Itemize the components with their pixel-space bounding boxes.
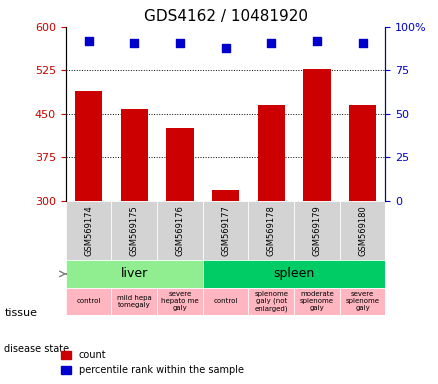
- Point: [222, 45, 229, 51]
- Title: GDS4162 / 10481920: GDS4162 / 10481920: [144, 9, 307, 24]
- FancyBboxPatch shape: [203, 260, 385, 288]
- Point: [359, 40, 366, 46]
- FancyBboxPatch shape: [157, 288, 203, 315]
- Text: splenome
galy (not
enlarged): splenome galy (not enlarged): [254, 291, 288, 312]
- FancyBboxPatch shape: [340, 201, 385, 260]
- Text: GSM569176: GSM569176: [175, 205, 184, 256]
- Text: disease state: disease state: [4, 344, 70, 354]
- FancyBboxPatch shape: [203, 288, 248, 315]
- Bar: [212, 190, 239, 201]
- Legend: count, percentile rank within the sample: count, percentile rank within the sample: [57, 346, 248, 379]
- Bar: [120, 109, 148, 201]
- Bar: [258, 105, 285, 201]
- Point: [85, 38, 92, 44]
- Text: GSM569174: GSM569174: [84, 205, 93, 256]
- Text: tissue: tissue: [4, 308, 37, 318]
- Point: [177, 40, 184, 46]
- Text: GSM569175: GSM569175: [130, 205, 139, 256]
- Text: liver: liver: [120, 267, 148, 280]
- FancyBboxPatch shape: [203, 201, 248, 260]
- Text: moderate
splenome
galy: moderate splenome galy: [300, 291, 334, 311]
- FancyBboxPatch shape: [111, 288, 157, 315]
- Text: severe
hepato me
galy: severe hepato me galy: [161, 291, 199, 311]
- Text: control: control: [76, 298, 101, 304]
- Point: [268, 40, 275, 46]
- Point: [131, 40, 138, 46]
- Text: GSM569178: GSM569178: [267, 205, 276, 256]
- Bar: [303, 69, 331, 201]
- Bar: [166, 128, 194, 201]
- FancyBboxPatch shape: [66, 260, 203, 288]
- FancyBboxPatch shape: [157, 201, 203, 260]
- Text: GSM569177: GSM569177: [221, 205, 230, 256]
- Text: GSM569180: GSM569180: [358, 205, 367, 256]
- Bar: [75, 91, 102, 201]
- Bar: [349, 105, 376, 201]
- FancyBboxPatch shape: [294, 201, 340, 260]
- FancyBboxPatch shape: [66, 201, 111, 260]
- FancyBboxPatch shape: [248, 201, 294, 260]
- Text: severe
splenome
galy: severe splenome galy: [346, 291, 380, 311]
- FancyBboxPatch shape: [111, 201, 157, 260]
- Text: GSM569179: GSM569179: [312, 205, 321, 256]
- FancyBboxPatch shape: [340, 288, 385, 315]
- Text: control: control: [213, 298, 238, 304]
- Text: mild hepa
tomegaly: mild hepa tomegaly: [117, 295, 152, 308]
- FancyBboxPatch shape: [66, 288, 111, 315]
- Point: [314, 38, 321, 44]
- FancyBboxPatch shape: [248, 288, 294, 315]
- FancyBboxPatch shape: [294, 288, 340, 315]
- Text: spleen: spleen: [273, 267, 315, 280]
